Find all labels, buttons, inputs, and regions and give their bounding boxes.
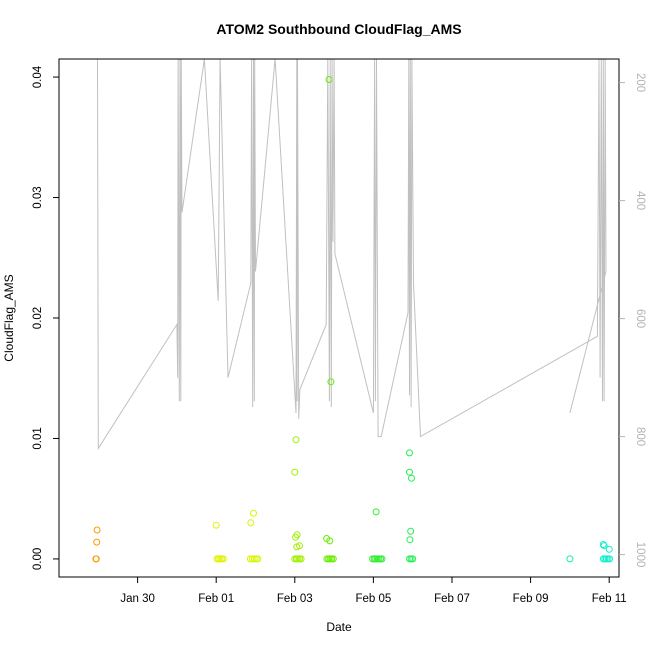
y-tick-label: 0.01 <box>32 427 44 449</box>
right-y-tick-label: 600 <box>634 309 646 328</box>
y-axis: 0.00 0.01 0.02 0.03 0.04 <box>32 65 59 570</box>
x-axis-label: Date <box>326 620 352 634</box>
data-point <box>213 522 219 528</box>
data-point <box>567 556 573 562</box>
y-tick-label: 0.02 <box>32 307 44 329</box>
x-tick-label: Feb 07 <box>434 593 470 605</box>
altitude-line-layer <box>98 59 607 448</box>
x-axis: Jan 30 Feb 01 Feb 03 Feb 05 Feb 07 Feb 09 Feb … <box>120 577 626 605</box>
x-tick-label: Feb 09 <box>513 593 549 605</box>
data-point <box>373 509 379 515</box>
data-point <box>407 469 413 475</box>
data-points-layer <box>93 77 613 562</box>
data-point <box>94 527 100 533</box>
data-point <box>94 539 100 545</box>
x-tick-label: Jan 30 <box>120 593 155 605</box>
data-point <box>293 437 299 443</box>
data-point <box>409 475 415 481</box>
y-tick-label: 0.03 <box>32 186 44 208</box>
right-y-tick-label: 400 <box>634 191 646 210</box>
y-tick-label: 0.00 <box>32 548 44 570</box>
x-tick-label: Feb 03 <box>277 593 313 605</box>
x-tick-label: Feb 05 <box>355 593 391 605</box>
data-point <box>292 469 298 475</box>
x-tick-label: Feb 11 <box>592 593 627 605</box>
data-point <box>606 546 612 552</box>
right-y-tick-label: 200 <box>634 73 646 92</box>
y-axis-label: CloudFlag_AMS <box>2 274 16 361</box>
data-point <box>248 520 254 526</box>
data-point <box>326 77 332 83</box>
right-y-tick-label: 1000 <box>634 542 646 568</box>
plot-frame <box>59 59 619 577</box>
right-y-tick-label: 800 <box>634 427 646 446</box>
data-point <box>251 510 257 516</box>
data-point <box>407 537 413 543</box>
y-axis-right: 200 400 600 800 1000 <box>619 73 646 567</box>
data-point <box>407 450 413 456</box>
y-tick-label: 0.04 <box>32 65 44 88</box>
data-point <box>408 528 414 534</box>
altitude-line <box>98 59 607 448</box>
chart-title: ATOM2 Southbound CloudFlag_AMS <box>216 21 461 37</box>
x-tick-label: Feb 01 <box>198 593 234 605</box>
